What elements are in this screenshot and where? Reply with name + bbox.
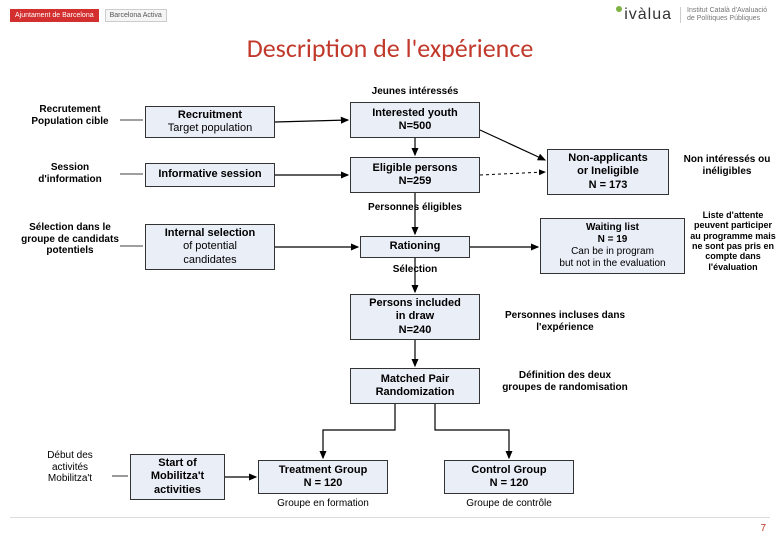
label-interested: Jeunes intéressés: [350, 86, 480, 98]
text: N = 19: [598, 234, 628, 246]
text: Control Group: [471, 464, 546, 477]
label-matched: Définition des deux groupes de randomisa…: [500, 370, 630, 393]
label-control: Groupe de contrôle: [444, 498, 574, 510]
label-included: Personnes incluses dans l'expérience: [500, 310, 630, 333]
text: Informative session: [158, 168, 261, 181]
node-waiting: Waiting list N = 19 Can be in program bu…: [540, 218, 685, 274]
text: N = 173: [589, 179, 628, 192]
node-recruitment: Recruitment Target population: [145, 106, 275, 138]
text: Persons included: [369, 297, 461, 310]
label-internal: Sélection dans le groupe de candidats po…: [20, 222, 120, 257]
text: N = 120: [304, 477, 343, 490]
label-recruitment: Recrutement Population cible: [20, 104, 120, 127]
node-treatment: Treatment Group N = 120: [258, 460, 388, 494]
text: or Ineligible: [577, 165, 639, 178]
text: Rationing: [390, 240, 441, 253]
node-included: Persons included in draw N=240: [350, 294, 480, 340]
label-waiting: Liste d'attente peuvent participer au pr…: [688, 210, 778, 272]
text: candidates: [183, 254, 236, 267]
page-number: 7: [760, 523, 766, 534]
text: Non-applicants: [568, 152, 647, 165]
text: N=259: [399, 175, 432, 188]
text: Target population: [168, 122, 252, 135]
label-info: Session d'information: [20, 162, 120, 185]
text: activities: [154, 484, 201, 497]
text: Treatment Group: [279, 464, 368, 477]
text: Waiting list: [586, 222, 639, 234]
label-nonapp: Non intéressés ou inéligibles: [678, 154, 776, 177]
node-interested: Interested youth N=500: [350, 102, 480, 138]
node-nonapplicants: Non-applicants or Ineligible N = 173: [547, 149, 669, 195]
node-internal: Internal selection of potential candidat…: [145, 224, 275, 270]
text: but not in the evaluation: [559, 258, 665, 270]
text: N=500: [399, 120, 432, 133]
text: Interested youth: [372, 107, 458, 120]
text: Eligible persons: [373, 162, 458, 175]
text: N=240: [399, 324, 432, 337]
label-start: Début des activités Mobilitza't: [30, 450, 110, 485]
flowchart: Recruitment Target population Interested…: [0, 0, 780, 540]
text: Matched Pair: [381, 373, 449, 386]
node-matched: Matched Pair Randomization: [350, 368, 480, 404]
footer-rule: [10, 517, 770, 518]
text: N = 120: [490, 477, 529, 490]
label-treatment: Groupe en formation: [258, 498, 388, 510]
text: Internal selection: [165, 227, 255, 240]
node-start: Start of Mobilitza't activities: [130, 454, 225, 500]
node-rationing: Rationing: [360, 236, 470, 258]
node-eligible: Eligible persons N=259: [350, 157, 480, 193]
text: Can be in program: [571, 246, 654, 258]
label-eligible: Personnes éligibles: [350, 202, 480, 214]
label-rationing: Sélection: [360, 264, 470, 276]
text: in draw: [396, 310, 435, 323]
text: Randomization: [376, 386, 455, 399]
node-control: Control Group N = 120: [444, 460, 574, 494]
text: of potential: [183, 240, 237, 253]
text: Start of: [158, 457, 197, 470]
text: Mobilitza't: [151, 470, 204, 483]
text: Recruitment: [178, 109, 242, 122]
node-info: Informative session: [145, 163, 275, 187]
